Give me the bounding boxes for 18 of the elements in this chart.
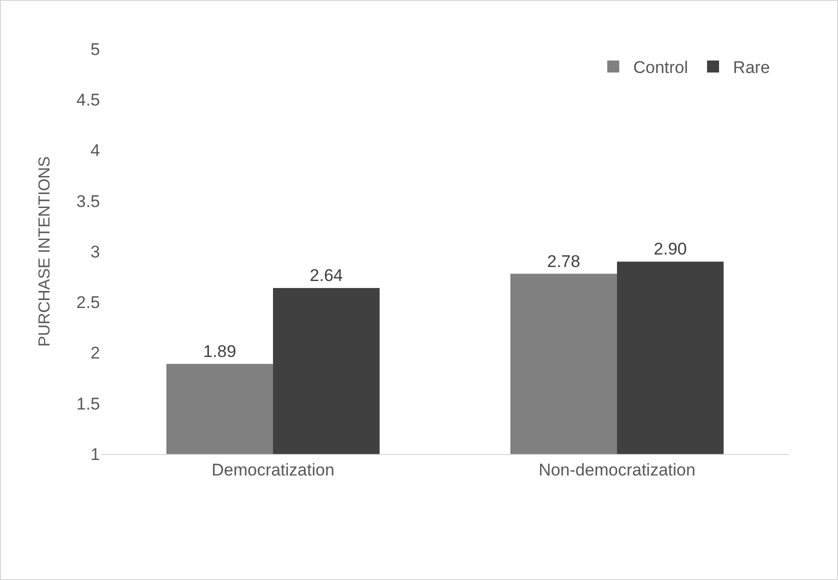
y-tick-label: 1.5 [76,394,100,414]
legend-label: Control [633,58,688,78]
data-label: 2.64 [310,266,343,285]
data-label: 2.90 [654,240,687,259]
data-label: 1.89 [203,342,236,361]
y-tick-label: 4.5 [76,90,100,110]
x-tick-label: Democratization [212,460,334,480]
y-tick-label: 4 [90,141,100,160]
legend-label: Rare [733,58,770,78]
x-tick-label: Non-democratization [538,460,696,480]
y-tick-label: 2.5 [76,293,100,312]
y-tick-label: 5 [90,40,100,59]
y-axis-title: PURCHASE INTENTIONS [36,156,54,347]
data-label: 2.78 [547,252,580,271]
y-tick-label: 3.5 [76,192,100,211]
y-tick-label: 1 [90,444,100,464]
y-tick-label: 3 [90,242,100,262]
y-tick-label: 2 [90,344,100,363]
